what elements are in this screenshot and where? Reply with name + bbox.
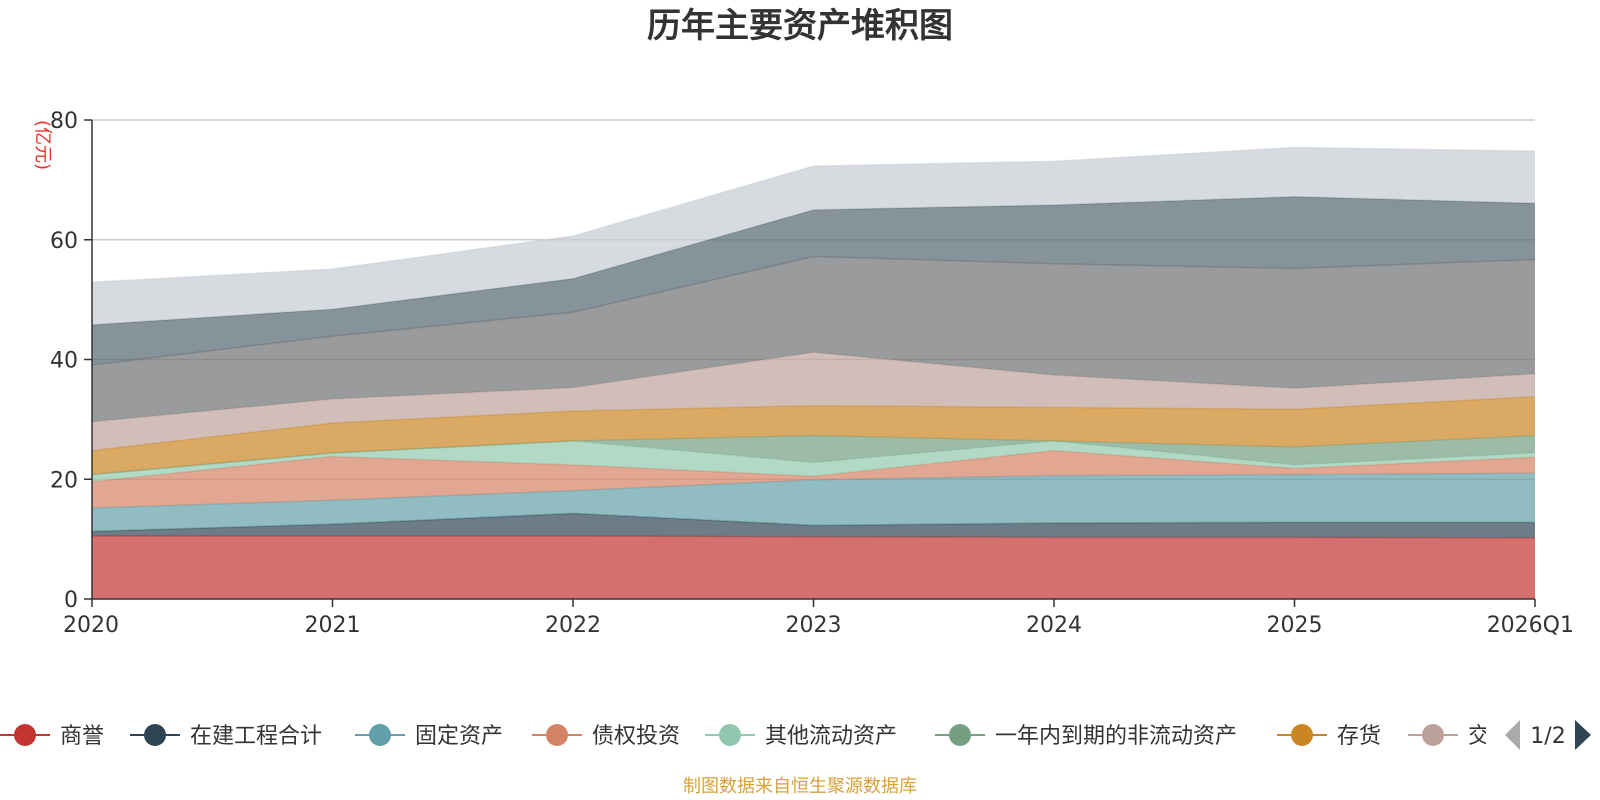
- x-tick-label: 2020: [63, 613, 119, 638]
- area-应收账款[interactable]: [92, 196, 1535, 365]
- legend-item-在建工程合计[interactable]: 在建工程合计: [130, 724, 322, 749]
- legend-prev-page-icon[interactable]: [1505, 720, 1520, 750]
- area-一年内到期的非流动资产[interactable]: [92, 435, 1535, 475]
- legend-item-其他流动资产[interactable]: 其他流动资产: [705, 724, 897, 749]
- y-tick-label: 0: [64, 588, 78, 613]
- legend-page-indicator: 1/2: [1530, 724, 1565, 749]
- axes: 0 20 40 60 80 2020 2021 2022 2023 2024 2025 2026Q1: [50, 109, 1574, 638]
- legend-label: 交易性金融资产: [1468, 724, 1600, 749]
- legend-marker-icon: [1291, 724, 1313, 746]
- x-tick-label: 2025: [1267, 613, 1323, 638]
- legend-marker-icon: [719, 724, 741, 746]
- legend-item-一年内到期的非流动资产[interactable]: 一年内到期的非流动资产: [935, 724, 1237, 749]
- legend-marker-icon: [14, 724, 36, 746]
- legend-item-债权投资[interactable]: 债权投资: [532, 724, 680, 749]
- area-货币资金[interactable]: [92, 256, 1535, 422]
- legend-item-商誉[interactable]: 商誉: [0, 724, 104, 749]
- legend-label: 一年内到期的非流动资产: [995, 724, 1237, 749]
- legend-label: 在建工程合计: [190, 724, 322, 749]
- legend-label: 存货: [1337, 724, 1381, 749]
- legend[interactable]: 商誉 在建工程合计 固定资产 债权投资 其他流动资产 一年内到期的非流动资产 存货 交易性金融…: [0, 724, 1600, 749]
- x-tick-label: 2024: [1026, 613, 1082, 638]
- area-存货[interactable]: [92, 396, 1535, 475]
- legend-label: 固定资产: [415, 724, 503, 749]
- area-edge-其他: [91, 146, 1536, 284]
- legend-marker-icon: [144, 724, 166, 746]
- x-tick-label: 2021: [305, 613, 361, 638]
- chart-title: 历年主要资产堆积图: [647, 6, 953, 46]
- legend-item-固定资产[interactable]: 固定资产: [355, 724, 503, 749]
- area-其他流动资产[interactable]: [92, 440, 1535, 482]
- area-其他[interactable]: [92, 147, 1535, 325]
- x-tick-label: 2026Q1: [1487, 613, 1574, 638]
- y-tick-label: 80: [50, 109, 78, 134]
- legend-item-交易性金融资产[interactable]: 交易性金融资产: [1408, 724, 1600, 749]
- legend-label: 商誉: [60, 724, 104, 749]
- legend-marker-icon: [369, 724, 391, 746]
- legend-item-存货[interactable]: 存货: [1277, 724, 1381, 749]
- y-tick-label: 40: [50, 349, 78, 374]
- legend-marker-icon: [1422, 724, 1444, 746]
- x-tick-label: 2022: [545, 613, 601, 638]
- y-tick-label: 20: [50, 468, 78, 493]
- legend-label: 债权投资: [592, 724, 680, 749]
- area-交易性金融资产[interactable]: [92, 352, 1535, 451]
- legend-next-page-icon[interactable]: [1575, 720, 1591, 750]
- area-商誉[interactable]: [92, 536, 1535, 599]
- data-source-footer: 制图数据来自恒生聚源数据库: [683, 776, 917, 797]
- area-固定资产[interactable]: [92, 473, 1535, 532]
- area-series-group: [91, 146, 1536, 599]
- x-tick-label: 2023: [786, 613, 842, 638]
- legend-marker-icon: [546, 724, 568, 746]
- y-tick-label: 60: [50, 229, 78, 254]
- legend-pager[interactable]: 1/2: [1505, 720, 1591, 750]
- legend-label: 其他流动资产: [765, 724, 897, 749]
- y-axis-unit-label: (亿元): [32, 120, 53, 170]
- area-债权投资[interactable]: [92, 450, 1535, 508]
- legend-marker-icon: [949, 724, 971, 746]
